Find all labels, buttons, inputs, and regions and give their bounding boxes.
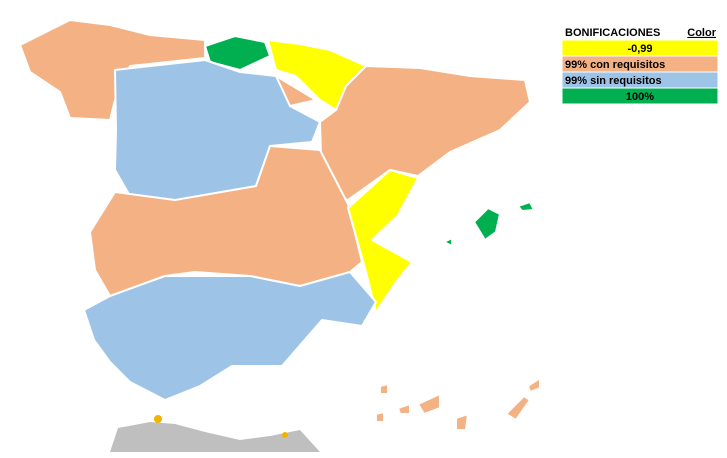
canary-island: [417, 393, 441, 415]
mallorca: [473, 207, 501, 241]
legend-title: BONIFICACIONES: [565, 27, 660, 39]
region-valencia: [347, 169, 419, 313]
legend-label: -0,99: [627, 43, 652, 55]
legend: BONIFICACIONES Color -0,99 99% con requis…: [561, 27, 719, 105]
map: [19, 19, 541, 452]
region-galicia-asturias: [19, 19, 206, 121]
canary-island: [379, 383, 389, 395]
africa-coast: [110, 422, 320, 452]
canary-island: [505, 395, 531, 421]
region-andalusia-murcia: [83, 271, 377, 401]
canary-island: [455, 413, 469, 431]
ceuta: [154, 415, 162, 423]
legend-label: 100%: [626, 91, 654, 103]
canary-island: [397, 403, 411, 415]
legend-color-header: Color: [687, 27, 716, 39]
legend-swatch: [561, 87, 719, 105]
melilla: [282, 432, 288, 438]
legend-label: 99% sin requisitos: [565, 75, 662, 87]
ibiza: [443, 237, 453, 247]
region-aragon-catalonia: [319, 65, 531, 201]
menorca: [517, 201, 535, 212]
canary-island: [375, 411, 385, 423]
legend-label: 99% con requisitos: [565, 59, 665, 71]
canary-island: [527, 377, 541, 393]
